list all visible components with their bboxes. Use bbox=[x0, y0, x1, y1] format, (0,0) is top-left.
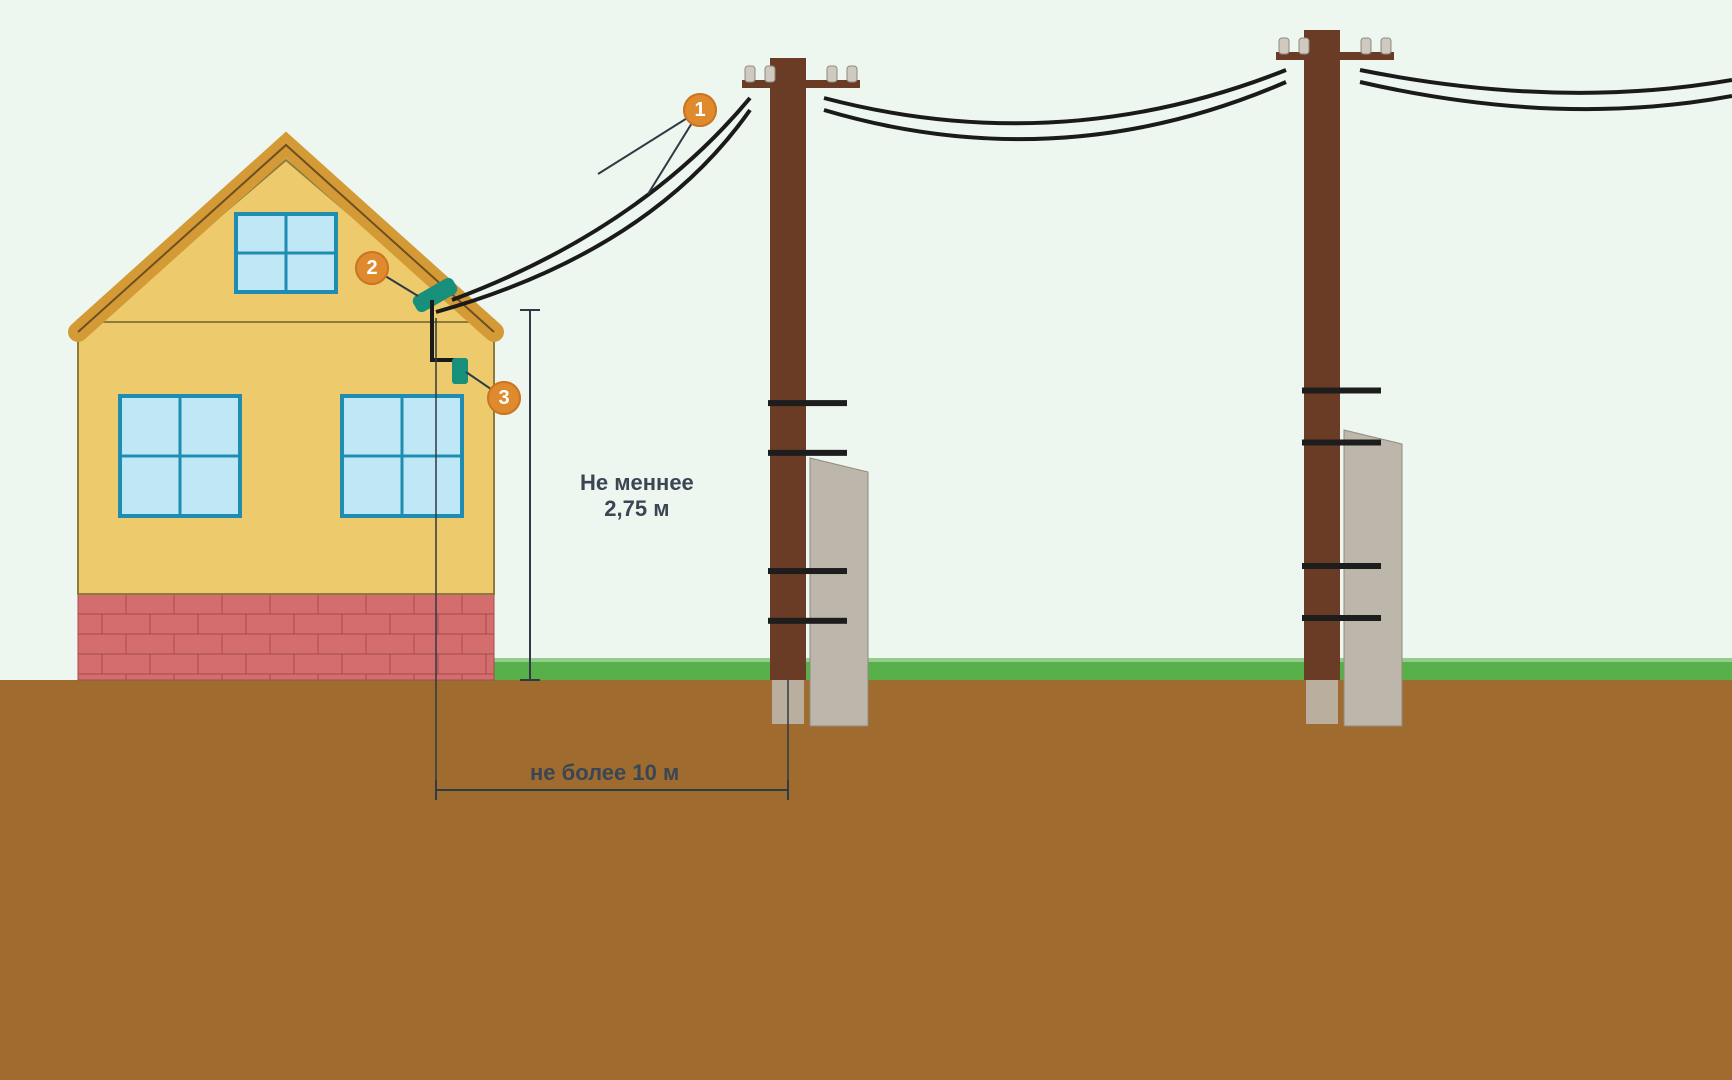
diagram-stage: 1 2 3 Не меннее 2,75 м не более 10 м bbox=[0, 0, 1732, 1080]
diagram-svg bbox=[0, 0, 1732, 1080]
callout-2-label: 2 bbox=[366, 258, 377, 278]
callout-1-label: 1 bbox=[694, 100, 705, 120]
dimension-horizontal-label: не более 10 м bbox=[530, 760, 679, 786]
callout-3: 3 bbox=[487, 381, 521, 415]
callout-1: 1 bbox=[683, 93, 717, 127]
callout-2: 2 bbox=[355, 251, 389, 285]
callout-3-label: 3 bbox=[498, 388, 509, 408]
dimension-vertical-label: Не меннее 2,75 м bbox=[580, 470, 694, 522]
